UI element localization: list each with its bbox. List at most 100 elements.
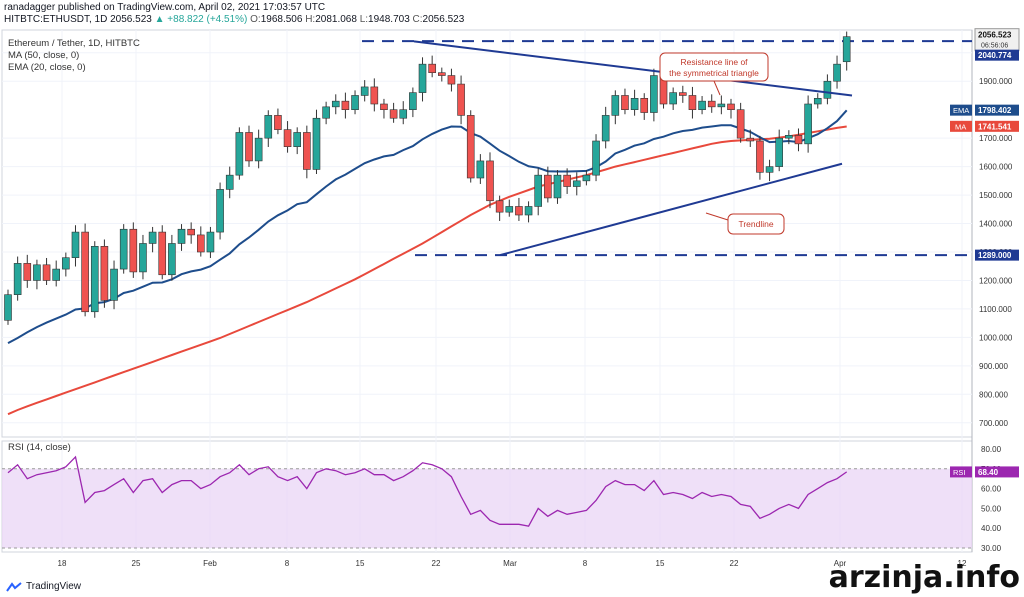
rsi-band — [2, 468, 972, 549]
candle-bull — [293, 132, 302, 147]
chart-title: Ethereum / Tether, 1D, HITBTC — [8, 38, 140, 49]
candle-bull — [71, 231, 80, 258]
candle-bear — [447, 75, 456, 85]
x-tick-label: 25 — [132, 559, 141, 568]
candle-bull — [765, 166, 774, 173]
y-tick-label: 1600.000 — [979, 163, 1013, 172]
candle-bear — [437, 72, 446, 76]
rsi-name-tag: RSI — [953, 468, 966, 477]
candle-bull — [842, 36, 851, 63]
candle-bull — [110, 268, 118, 301]
candle-bear — [428, 63, 436, 73]
candle-bull — [225, 174, 234, 190]
candle-bull — [62, 257, 70, 270]
candle-bear — [621, 95, 629, 110]
y-tick-label: 1700.000 — [979, 134, 1013, 143]
tradingview-icon — [6, 581, 22, 592]
legend-ema[interactable]: EMA (20, close, 0) — [8, 62, 86, 73]
candle-bull — [833, 63, 841, 82]
triangle-resistance-line — [413, 40, 853, 97]
candle-bull — [785, 135, 793, 139]
resistance-note-line2: the symmetrical triangle — [669, 68, 759, 78]
candle-bear — [515, 206, 523, 216]
candle-bear — [794, 135, 803, 145]
candle-bear — [756, 140, 764, 173]
candle-bull — [33, 264, 41, 281]
ma-value-tag-bg — [975, 120, 1019, 132]
legend-ma[interactable]: MA (50, close, 0) — [8, 50, 80, 61]
rsi-tick-label: 30.00 — [981, 544, 1002, 553]
candle-bull — [409, 92, 417, 110]
candle-bull — [476, 160, 485, 179]
candle-bear — [389, 109, 398, 119]
resistance-tag-bg — [975, 49, 1019, 61]
candle-bear — [283, 129, 292, 147]
candle-bull — [505, 206, 514, 213]
candle-bear — [688, 95, 697, 110]
last-price: 2056.523 — [110, 14, 152, 25]
candle-bull — [254, 137, 263, 162]
candle-bear — [457, 83, 465, 116]
ma-name-tag: MA — [955, 122, 966, 131]
candle-bull — [119, 228, 128, 270]
y-tick-label: 1000.000 — [979, 333, 1013, 342]
candle-bull — [611, 95, 620, 116]
y-tick-label: 700.000 — [979, 419, 1008, 428]
ema20-line — [7, 109, 848, 344]
tradingview-logo-label: TradingView — [26, 581, 82, 592]
x-tick-label: 22 — [432, 559, 441, 568]
candle-bull — [139, 243, 147, 273]
candle-bear — [678, 92, 687, 96]
rsi-value-tag-bg — [975, 466, 1019, 478]
rsi-tick-label: 40.00 — [981, 524, 1002, 533]
trendline — [499, 162, 843, 257]
x-tick-label: 8 — [285, 559, 290, 568]
close-label: C: — [412, 14, 423, 25]
y-tick-label: 1400.000 — [979, 220, 1013, 229]
candle-bull — [52, 268, 61, 281]
candle-bull — [264, 115, 273, 139]
y-tick-label: 800.000 — [979, 390, 1008, 399]
trendline-note: Trendline — [738, 219, 773, 229]
candle-bear — [563, 174, 571, 187]
ma-value-tag: 1741.541 — [978, 122, 1012, 131]
x-tick-label: 15 — [356, 559, 365, 568]
candle-bull — [534, 174, 543, 207]
ma50-line — [7, 125, 847, 416]
watermark: arzinja.info — [828, 560, 1020, 595]
candle-bear — [245, 132, 253, 162]
ema-value-tag-bg — [975, 104, 1019, 116]
ohlc-header: HITBTC:ETHUSDT, 1D 2056.523 ▲ +88.822 (+… — [4, 14, 464, 25]
low-value: 1948.703 — [368, 14, 410, 25]
tradingview-logo[interactable]: TradingView — [6, 581, 81, 592]
x-tick-label: 22 — [730, 559, 739, 568]
ma-name-tag-bg — [950, 120, 972, 132]
candle-bear — [736, 109, 745, 139]
publisher-line: ranadagger published on TradingView.com,… — [4, 2, 326, 13]
candle-bear — [100, 246, 109, 301]
x-tick-label: Apr — [834, 559, 847, 568]
rsi-line — [7, 455, 848, 527]
candle-bull — [553, 174, 562, 199]
x-tick-label: Feb — [203, 559, 217, 568]
candle-bull — [13, 263, 22, 295]
candle-bull — [804, 103, 812, 145]
candle-bull — [216, 189, 224, 233]
resistance-note-line1: Resistance line of — [680, 57, 748, 67]
price-tag: 2056.523 — [978, 31, 1012, 40]
legend-rsi[interactable]: RSI (14, close) — [8, 442, 71, 453]
candle-bull — [177, 228, 186, 244]
candle-bear — [42, 264, 51, 281]
candle-bull — [90, 246, 99, 313]
y-tick-label: 900.000 — [979, 362, 1008, 371]
candle-bear — [187, 228, 195, 236]
support-tag-bg — [975, 249, 1019, 261]
rsi-tick-label: 50.00 — [981, 504, 1002, 513]
candle-bear — [380, 103, 388, 110]
candle-bull — [717, 103, 726, 108]
candle-bull — [399, 109, 408, 119]
candle-bull — [592, 140, 600, 176]
candle-bear — [640, 98, 649, 113]
countdown-tag: 06:56:06 — [981, 43, 1008, 50]
